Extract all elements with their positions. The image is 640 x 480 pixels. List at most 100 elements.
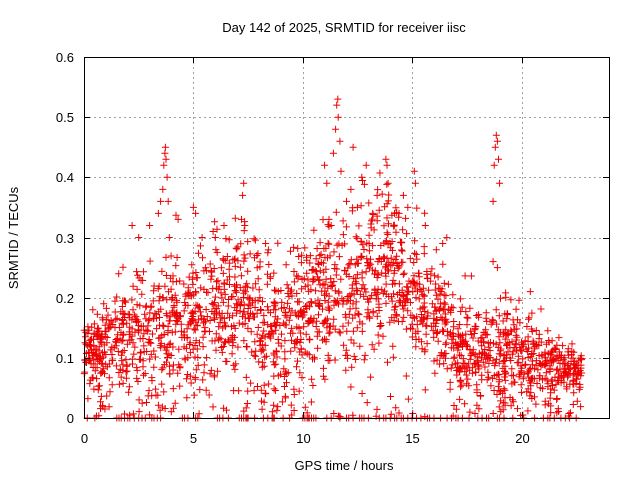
data-point — [532, 327, 540, 334]
data-point — [206, 328, 213, 335]
data-point — [423, 340, 431, 348]
data-point — [374, 331, 382, 339]
data-point — [89, 364, 97, 371]
data-point — [530, 365, 538, 373]
data-point — [303, 269, 311, 277]
data-point — [206, 370, 214, 378]
data-point — [231, 255, 239, 263]
data-point — [399, 305, 407, 313]
data-point — [344, 293, 352, 300]
y-tick-label: 0.4 — [56, 170, 74, 185]
data-point — [281, 355, 289, 363]
data-point — [502, 369, 510, 377]
data-point — [181, 299, 189, 306]
data-point — [319, 281, 327, 289]
data-point — [458, 381, 466, 389]
data-point — [227, 334, 235, 342]
data-point — [490, 387, 498, 394]
data-point — [144, 327, 152, 335]
data-point — [156, 314, 163, 321]
data-point — [139, 335, 147, 342]
data-point — [208, 308, 216, 315]
data-point — [525, 373, 533, 381]
data-point — [281, 368, 289, 376]
data-point — [87, 346, 95, 354]
data-point — [411, 249, 419, 257]
data-point — [199, 343, 207, 351]
data-point — [519, 375, 527, 383]
data-point — [525, 366, 533, 374]
data-point — [298, 351, 306, 359]
data-point — [568, 340, 576, 348]
data-point — [194, 361, 202, 369]
data-point — [408, 278, 416, 285]
data-point — [347, 256, 355, 264]
data-point — [342, 366, 350, 374]
data-point — [415, 269, 423, 277]
x-tick-label: 15 — [405, 431, 419, 446]
data-point — [82, 358, 90, 366]
data-point — [450, 323, 458, 331]
data-point — [217, 289, 225, 297]
data-point — [154, 391, 162, 399]
data-point — [485, 373, 492, 381]
data-point — [277, 287, 285, 294]
data-point — [186, 339, 194, 347]
data-point — [376, 323, 384, 330]
data-point — [186, 341, 194, 348]
data-point — [446, 330, 454, 338]
data-point — [288, 324, 296, 332]
data-point — [155, 334, 163, 342]
y-tick-label: 0.1 — [56, 351, 74, 366]
data-point — [150, 363, 158, 371]
data-point — [262, 240, 270, 247]
data-point — [380, 222, 388, 230]
data-points — [80, 95, 586, 422]
data-point — [387, 393, 394, 400]
data-point — [241, 222, 249, 229]
data-point — [100, 300, 108, 308]
data-point — [526, 288, 534, 296]
data-point — [106, 388, 114, 396]
data-point — [285, 293, 293, 301]
data-point — [324, 351, 332, 359]
data-point — [202, 318, 209, 326]
data-point — [365, 240, 373, 248]
data-point — [101, 348, 108, 356]
data-point — [189, 345, 197, 353]
data-point — [390, 221, 398, 229]
data-point — [461, 272, 469, 280]
data-point — [336, 137, 344, 145]
data-point — [192, 337, 200, 345]
data-point — [218, 294, 226, 302]
data-point — [333, 241, 341, 249]
data-point — [293, 290, 301, 297]
data-point — [317, 259, 325, 266]
data-point — [242, 288, 249, 296]
data-point — [141, 370, 149, 377]
data-point — [232, 360, 240, 368]
data-point — [86, 336, 94, 344]
data-point — [369, 209, 377, 217]
data-point — [202, 386, 210, 394]
data-point — [488, 316, 496, 324]
data-point — [211, 293, 219, 301]
data-point — [287, 401, 295, 409]
data-point — [368, 292, 376, 300]
data-point — [219, 343, 227, 350]
data-point — [349, 314, 357, 322]
data-point — [437, 313, 445, 321]
data-point — [389, 276, 397, 284]
data-point — [446, 378, 454, 386]
data-point — [573, 397, 581, 405]
data-point — [97, 359, 105, 367]
data-point — [319, 216, 327, 224]
data-point — [561, 369, 569, 377]
data-point — [264, 246, 272, 254]
data-point — [548, 348, 556, 356]
data-point — [382, 264, 389, 272]
data-point — [82, 328, 90, 336]
y-tick-label: 0 — [67, 411, 74, 426]
data-point — [136, 349, 144, 357]
data-point — [222, 235, 230, 243]
